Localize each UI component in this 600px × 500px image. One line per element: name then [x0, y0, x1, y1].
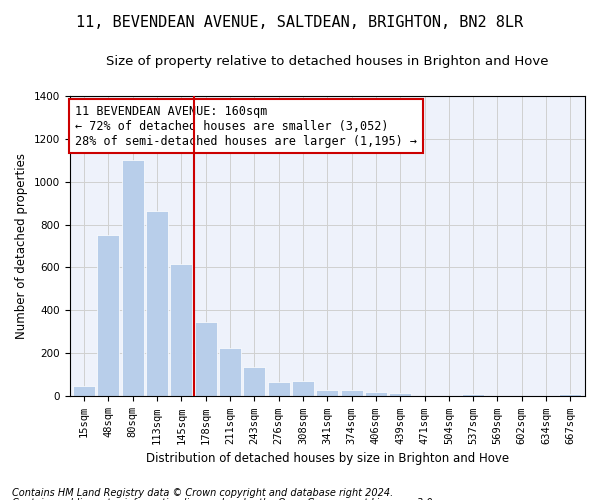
- Bar: [122, 160, 143, 396]
- Title: Size of property relative to detached houses in Brighton and Hove: Size of property relative to detached ho…: [106, 55, 548, 68]
- Bar: [97, 236, 119, 396]
- Text: Contains HM Land Registry data © Crown copyright and database right 2024.: Contains HM Land Registry data © Crown c…: [12, 488, 393, 498]
- Bar: [292, 382, 314, 396]
- Bar: [244, 368, 265, 396]
- Bar: [73, 386, 95, 396]
- Bar: [316, 390, 338, 396]
- Y-axis label: Number of detached properties: Number of detached properties: [15, 153, 28, 339]
- X-axis label: Distribution of detached houses by size in Brighton and Hove: Distribution of detached houses by size …: [146, 452, 509, 465]
- Bar: [462, 394, 484, 396]
- Bar: [341, 390, 362, 396]
- Bar: [389, 393, 411, 396]
- Bar: [559, 394, 581, 396]
- Bar: [365, 392, 387, 396]
- Bar: [170, 264, 193, 396]
- Bar: [195, 322, 217, 396]
- Bar: [146, 210, 168, 396]
- Bar: [219, 348, 241, 397]
- Text: 11, BEVENDEAN AVENUE, SALTDEAN, BRIGHTON, BN2 8LR: 11, BEVENDEAN AVENUE, SALTDEAN, BRIGHTON…: [76, 15, 524, 30]
- Text: 11 BEVENDEAN AVENUE: 160sqm
← 72% of detached houses are smaller (3,052)
28% of : 11 BEVENDEAN AVENUE: 160sqm ← 72% of det…: [74, 104, 416, 148]
- Text: Contains public sector information licensed under the Open Government Licence v3: Contains public sector information licen…: [12, 498, 436, 500]
- Bar: [268, 382, 290, 396]
